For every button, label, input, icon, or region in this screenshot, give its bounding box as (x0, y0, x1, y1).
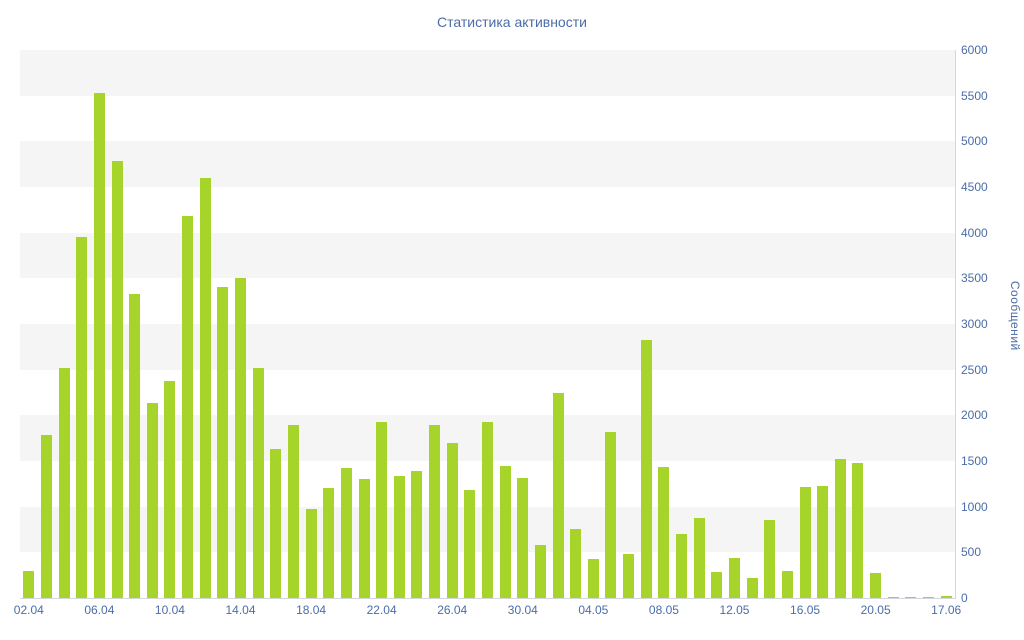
bar (129, 293, 141, 598)
y-tick-label: 5000 (961, 134, 988, 149)
bar (305, 508, 317, 598)
grid-band (20, 95, 955, 142)
bar (164, 380, 176, 598)
chart-title: Статистика активности (437, 14, 587, 30)
x-tick-label: 02.04 (13, 603, 44, 617)
bar (623, 554, 635, 598)
x-tick-label: 14.04 (225, 603, 256, 617)
x-tick-label: 06.04 (84, 603, 115, 617)
bar (252, 367, 264, 598)
bar (411, 471, 423, 598)
y-tick-label: 500 (961, 545, 982, 560)
x-tick-label: 20.05 (860, 603, 891, 617)
y-tick-label: 5500 (961, 88, 988, 103)
bar (146, 403, 158, 598)
bar (182, 216, 194, 598)
bar (799, 486, 811, 598)
x-tick-label: 17.06 (931, 603, 962, 617)
bar (746, 577, 758, 598)
plot-area (20, 50, 956, 599)
bar (217, 287, 229, 598)
bar (923, 597, 935, 598)
y-tick-label: 2500 (961, 362, 988, 377)
bar (40, 435, 52, 598)
bar (235, 278, 247, 598)
bar (534, 545, 546, 598)
y-tick-label: 4000 (961, 225, 988, 240)
bar (23, 570, 35, 598)
y-tick-label: 0 (961, 591, 968, 605)
grid-band (20, 369, 955, 416)
y-tick-label: 2000 (961, 408, 988, 423)
bar (429, 425, 441, 598)
y-axis-labels: 0 500 1000 1500 2000 2500 3000 3500 4000 4500 5000… (961, 43, 1003, 605)
bar (499, 465, 511, 598)
bar (834, 459, 846, 598)
bar (552, 392, 564, 598)
y-tick-label: 1500 (961, 454, 988, 468)
bar (323, 487, 335, 598)
bar (887, 596, 899, 598)
bar (358, 479, 370, 598)
y-tick-label: 3500 (961, 271, 988, 286)
bar (287, 425, 299, 598)
bar (940, 595, 952, 598)
bar (76, 237, 88, 598)
bar (340, 468, 352, 598)
bar (93, 92, 105, 598)
bar (570, 528, 582, 598)
bar (517, 478, 529, 598)
y-tick-label: 1000 (961, 499, 988, 514)
bar (111, 161, 123, 598)
y-tick-label: 6000 (961, 43, 988, 57)
x-tick-label: 08.05 (648, 603, 679, 617)
bar (905, 597, 917, 598)
x-tick-label: 16.05 (790, 603, 821, 617)
x-tick-label: 10.04 (154, 603, 185, 617)
bar (464, 490, 476, 598)
y-tick-label: 3000 (961, 317, 988, 331)
bar (270, 449, 282, 598)
grid-band (20, 324, 955, 370)
bar (587, 558, 599, 598)
bar (870, 573, 882, 598)
bar (852, 462, 864, 598)
x-tick-label: 30.04 (507, 603, 538, 617)
bar (640, 340, 652, 598)
y-axis-title: Сообщений (1008, 280, 1022, 351)
bar (781, 570, 793, 598)
x-axis-labels: 02.04 06.04 10.04 14.04 18.04 22.04 26.04 30.04… (14, 603, 961, 619)
bar (199, 177, 211, 598)
bar (658, 467, 670, 598)
bar (605, 431, 617, 598)
x-tick-label: 04.05 (578, 603, 609, 617)
bar (58, 367, 70, 598)
x-tick-label: 12.05 (719, 603, 750, 617)
x-tick-label: 26.04 (437, 603, 468, 617)
bar (676, 534, 688, 598)
grid-band (20, 232, 955, 279)
y-tick-label: 4500 (961, 180, 988, 194)
grid-band (20, 278, 955, 324)
bar (376, 421, 388, 598)
grid-band (20, 187, 955, 233)
bar (693, 517, 705, 598)
bar (728, 557, 740, 598)
bar (393, 475, 405, 598)
x-tick-label: 18.04 (296, 603, 327, 617)
bar (482, 421, 493, 598)
bar (711, 571, 723, 598)
bar (764, 520, 776, 598)
bar (446, 442, 458, 598)
grid-band (20, 50, 955, 96)
x-tick-label: 22.04 (366, 603, 397, 617)
bar (817, 485, 829, 598)
grid-band (20, 141, 955, 187)
